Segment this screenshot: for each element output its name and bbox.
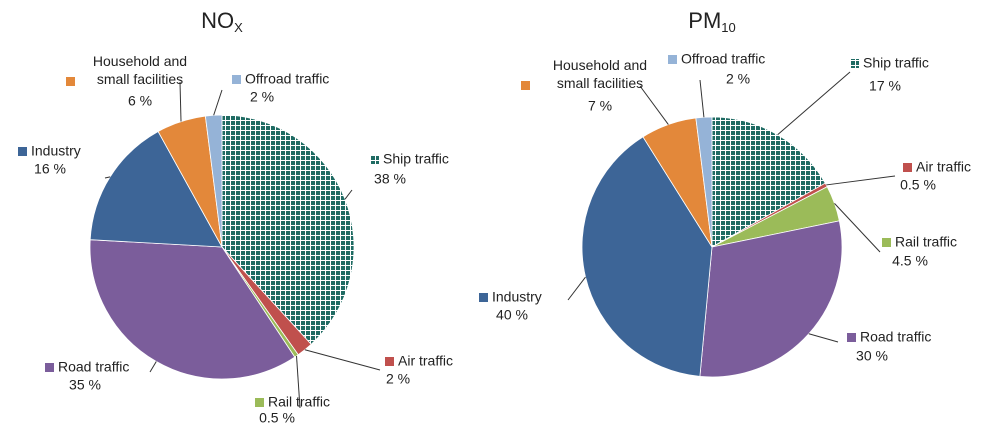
legend-swatch [903, 163, 912, 172]
slice-label: Industry [492, 289, 542, 305]
leader-line [826, 175, 896, 186]
value-label: 40 % [496, 307, 528, 323]
pie-slice [711, 116, 826, 248]
value-label: 30 % [856, 348, 888, 364]
slice-label: Road traffic [58, 359, 129, 375]
legend-swatch [668, 55, 677, 64]
pie-slice [89, 239, 296, 380]
chart-title: NOX [201, 8, 243, 36]
leader-line [304, 349, 381, 371]
slice-label: Ship traffic [863, 55, 929, 71]
slice-label: Household and small facilities [553, 57, 647, 91]
slice-label: Offroad traffic [245, 71, 329, 87]
title-main: NO [201, 8, 234, 33]
value-label: 2 % [386, 371, 410, 387]
title-sub: X [234, 20, 243, 35]
label-line: Household and [553, 57, 647, 73]
value-label: 38 % [374, 171, 406, 187]
leader-line [808, 333, 839, 343]
label-line: small facilities [97, 71, 183, 87]
legend-swatch [521, 81, 530, 90]
slice-label: Air traffic [916, 159, 971, 175]
legend-swatch [232, 75, 241, 84]
leader-line [149, 361, 157, 373]
leader-line [699, 79, 705, 118]
value-label: 17 % [869, 78, 901, 94]
legend-swatch [479, 293, 488, 302]
slice-label: Road traffic [860, 329, 931, 345]
pie-slice [581, 136, 713, 377]
legend-swatch [45, 363, 54, 372]
leader-line [296, 355, 301, 409]
leader-line [567, 276, 586, 301]
label-line: small facilities [557, 75, 643, 91]
slice-label: Household and small facilities [93, 53, 187, 87]
slice-label: Ship traffic [383, 151, 449, 167]
value-label: 0.5 % [900, 177, 936, 193]
slice-label: Air traffic [398, 353, 453, 369]
value-label: 7 % [588, 98, 612, 114]
legend-swatch [385, 357, 394, 366]
legend-swatch [18, 147, 27, 156]
leader-line [213, 89, 223, 116]
value-label: 2 % [250, 89, 274, 105]
title-main: PM [688, 8, 721, 33]
slice-label: Offroad traffic [681, 51, 765, 67]
legend-swatch [847, 333, 856, 342]
value-label: 2 % [726, 71, 750, 87]
leader-line [834, 203, 881, 253]
leader-line [104, 176, 111, 179]
label-line: Household and [93, 53, 187, 69]
leader-line [179, 81, 182, 122]
leader-line [777, 71, 851, 136]
pie-slice [699, 220, 843, 378]
leader-line [344, 189, 353, 200]
legend-swatch [882, 238, 891, 247]
legend-swatch [850, 59, 859, 68]
legend-swatch [66, 77, 75, 86]
legend-swatch [255, 398, 264, 407]
value-label: 0.5 % [259, 410, 295, 424]
pie-slice [695, 116, 713, 248]
slice-label: Rail traffic [268, 394, 330, 410]
slice-label: Rail traffic [895, 234, 957, 250]
pie-slice [89, 130, 223, 248]
slice-label: Industry [31, 143, 81, 159]
value-label: 4.5 % [892, 253, 928, 269]
pie-slice [221, 114, 355, 345]
value-label: 16 % [34, 161, 66, 177]
chart-title: PM10 [688, 8, 735, 36]
title-sub: 10 [721, 20, 735, 35]
value-label: 35 % [69, 377, 101, 393]
legend-swatch [370, 155, 379, 164]
leader-line [639, 85, 669, 125]
value-label: 6 % [128, 93, 152, 109]
